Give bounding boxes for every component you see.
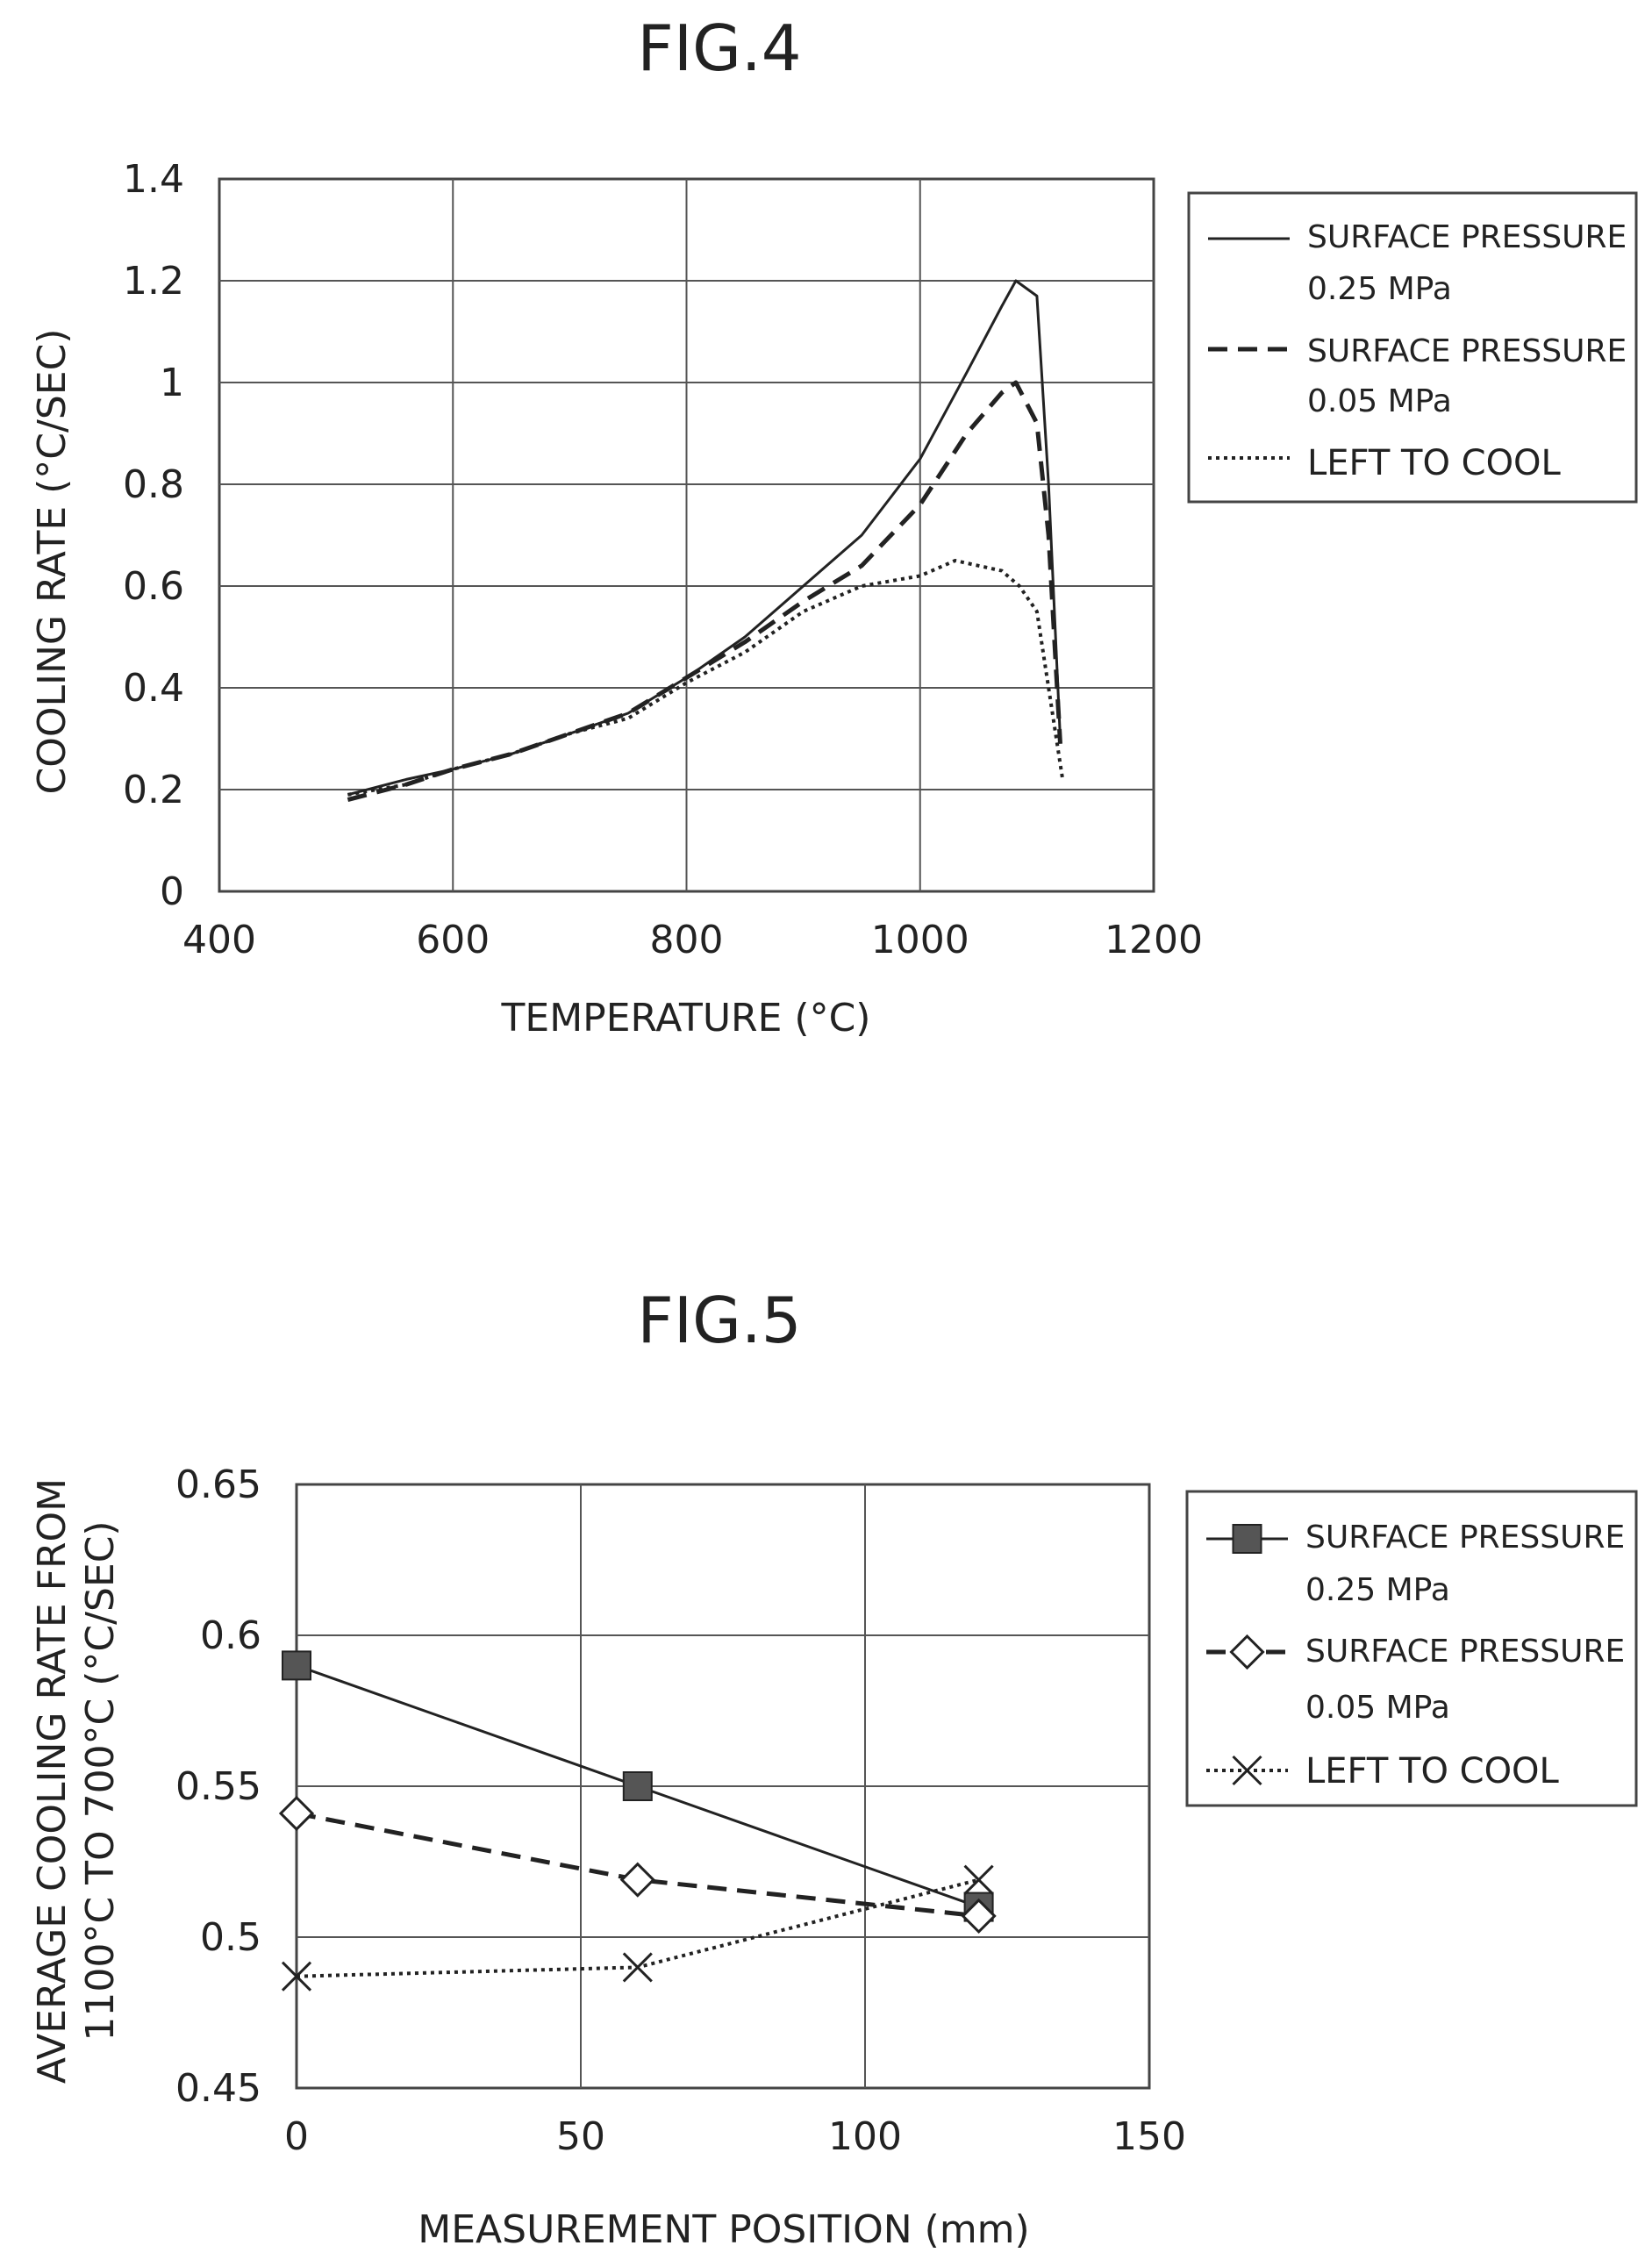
y-tick-label: 0.55 [175,1764,261,1809]
figure-title: FIG.5 [637,1284,801,1357]
series-2 [347,559,1065,797]
x-axis-label: MEASUREMENT POSITION (mm) [418,2207,1029,2252]
x-tick-label: 1000 [871,918,969,962]
series-line [296,1811,979,1919]
data-point [281,1961,312,1992]
y-tick-label: 0.6 [200,1613,261,1658]
legend-label: SURFACE PRESSURE [1307,219,1627,255]
legend-label: LEFT TO COOL [1307,443,1562,483]
data-point [622,1952,653,1983]
legend-swatch-marker [1232,1755,1262,1786]
x-tick-label: 600 [416,918,490,962]
legend-box [1187,191,1638,504]
series-line [347,559,1065,797]
series-line [347,380,1062,803]
legend-label: SURFACE PRESSURE [1305,1520,1625,1555]
y-tick-label: 1.4 [123,157,184,202]
x-tick-label: 50 [556,2114,605,2159]
legend-label: 0.25 MPa [1305,1572,1450,1608]
legend-swatch-marker [1229,1634,1265,1670]
marker-stroke [963,1864,994,1895]
x-tick-label: 1200 [1105,918,1203,962]
y-axis-label: COOLING RATE (°C/SEC) [30,329,75,795]
legend-label: 0.05 MPa [1305,1690,1450,1726]
data-point [963,1864,994,1895]
data-point [622,1771,653,1801]
legend-label: LEFT TO COOL [1305,1751,1560,1791]
y-tick-label: 0.5 [200,1915,261,1960]
x-tick-label: 150 [1112,2114,1186,2159]
fig5-chart: FIG.5 0 50 100 150 0.45 0.5 0.55 0.6 0.65 MEASUREM… [30,1284,1638,2252]
data-point [278,1795,315,1832]
y-tick-label: 1.2 [123,259,184,304]
series-0 [347,279,1062,797]
marker-stroke [281,1961,312,1992]
x-tick-label: 0 [284,2114,309,2159]
legend-swatch-marker [1232,1524,1262,1554]
figure-title: FIG.4 [637,11,801,85]
x-tick-label: 100 [828,2114,902,2159]
x-axis-label: TEMPERATURE (°C) [501,996,871,1041]
x-tick-label: 800 [650,918,724,962]
data-point [619,1862,655,1898]
series-2 [281,1864,994,1992]
data-point [282,1650,311,1681]
y-tick-label: 1 [160,361,184,405]
y-tick-label: 0.4 [123,666,184,711]
y-tick-label: 0.8 [123,462,184,507]
y-axis-label: 1100°C TO 700°C (°C/SEC) [78,1520,123,2041]
y-tick-label: 0.2 [123,768,184,812]
fig4-chart: FIG.4 400 600 800 1000 1200 0 0.2 0.4 0.6 0.8 1 1.2 1… [30,11,1638,1041]
series-1 [278,1795,997,1934]
series-0 [282,1650,994,1922]
marker-stroke [1232,1755,1262,1786]
y-axis-label: AVERAGE COOLING RATE FROM [30,1478,75,2084]
x-tick-label: 400 [182,918,256,962]
legend-label: 0.05 MPa [1307,383,1452,419]
marker-stroke [622,1952,653,1983]
y-tick-label: 0.65 [175,1462,261,1507]
y-tick-label: 0 [160,869,184,914]
y-tick-label: 0.45 [175,2066,261,2111]
series-line [347,279,1062,797]
legend-label: SURFACE PRESSURE [1307,333,1627,369]
legend-label: 0.25 MPa [1307,271,1452,307]
y-tick-label: 0.6 [123,564,184,609]
data-point [961,1898,997,1934]
series-1 [347,380,1062,803]
legend-label: SURFACE PRESSURE [1305,1634,1625,1670]
